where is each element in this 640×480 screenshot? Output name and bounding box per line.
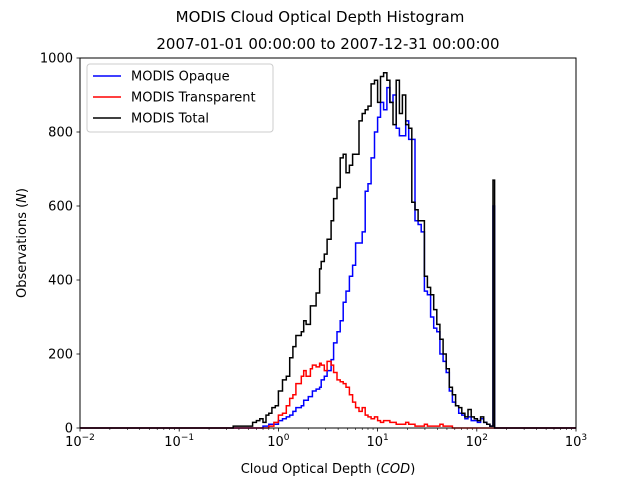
y-tick-label: 200 (48, 348, 73, 363)
x-tick-label: 102 (466, 433, 488, 450)
x-axis-label: Cloud Optical Depth (COD) (241, 462, 416, 477)
x-axis-ticks: 10−2 10−1 100 101 102 103 (65, 428, 587, 450)
y-tick-label: 0 (65, 422, 73, 437)
y-axis-ticks: 0 200 400 600 800 1000 (40, 52, 80, 437)
series-line-modis-total (80, 72, 576, 429)
legend-label-modis-total: MODIS Total (131, 112, 209, 127)
legend-label-modis-opaque: MODIS Opaque (131, 70, 230, 85)
x-tick-label: 10−1 (164, 433, 194, 450)
series-line-modis-opaque (80, 86, 576, 429)
x-tick-label: 10−2 (65, 433, 95, 450)
y-tick-label: 600 (48, 200, 73, 215)
y-tick-label: 400 (48, 274, 73, 289)
chart-subtitle: 2007-01-01 00:00:00 to 2007-12-31 00:00:… (156, 35, 499, 53)
y-axis-label: Observations (N) (15, 188, 30, 298)
y-tick-label: 800 (48, 126, 73, 141)
series-line-modis-transparent (80, 360, 576, 429)
legend-label-modis-transparent: MODIS Transparent (131, 91, 256, 106)
legend: MODIS Opaque MODIS Transparent MODIS Total (86, 63, 274, 133)
plot-frame (79, 57, 577, 429)
x-tick-label: 100 (267, 433, 290, 450)
legend-box (86, 63, 274, 133)
y-tick-label: 1000 (40, 52, 73, 67)
legend-items: MODIS Opaque MODIS Transparent MODIS Total (93, 70, 256, 127)
chart-title: MODIS Cloud Optical Depth Histogram (176, 8, 465, 26)
x-tick-label: 101 (366, 433, 388, 450)
series-layer (80, 72, 576, 429)
x-tick-label: 103 (565, 433, 587, 450)
